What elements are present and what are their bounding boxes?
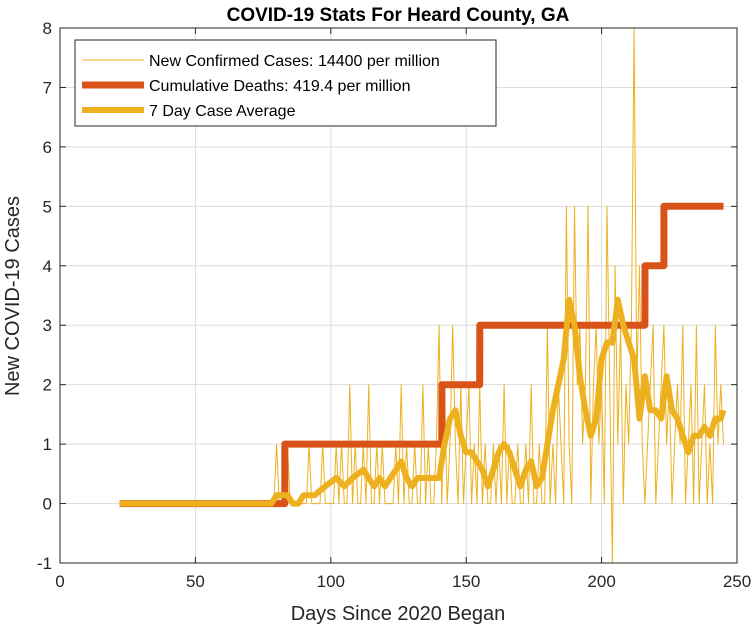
x-tick-label: 50 [186, 572, 205, 591]
chart-title: COVID-19 Stats For Heard County, GA [227, 5, 570, 26]
y-tick-label: 8 [43, 19, 52, 38]
legend-label-cumulative-deaths: Cumulative Deaths: 419.4 per million [149, 78, 410, 95]
y-tick-label: -1 [37, 554, 52, 573]
x-axis-label: Days Since 2020 Began [291, 603, 506, 625]
plot-frame [59, 27, 738, 564]
y-tick-label: 1 [43, 435, 52, 454]
legend: New Confirmed Cases: 14400 per million C… [74, 39, 497, 127]
y-tick-label: 4 [43, 257, 52, 276]
y-tick-label: 2 [43, 376, 52, 395]
x-tick-label: 100 [317, 572, 345, 591]
y-tick-label: 5 [43, 197, 52, 216]
x-tick-label: 200 [587, 572, 615, 591]
data-series [119, 28, 727, 563]
x-tick-label: 0 [55, 572, 64, 591]
y-tick-label: 6 [43, 138, 52, 157]
y-tick-label: 3 [43, 316, 52, 335]
y-axis-label: New COVID-19 Cases [2, 196, 24, 396]
series-cumulative-deaths [119, 202, 724, 508]
series-7-day-case-average [119, 296, 727, 507]
x-tick-label: 150 [452, 572, 480, 591]
x-tick-label: 250 [723, 572, 751, 591]
legend-label-7-day-average: 7 Day Case Average [149, 103, 296, 120]
y-tick-label: 0 [43, 495, 52, 514]
legend-box [74, 39, 497, 127]
legend-label-new-cases: New Confirmed Cases: 14400 per million [149, 53, 440, 70]
y-tick-label: 7 [43, 78, 52, 97]
